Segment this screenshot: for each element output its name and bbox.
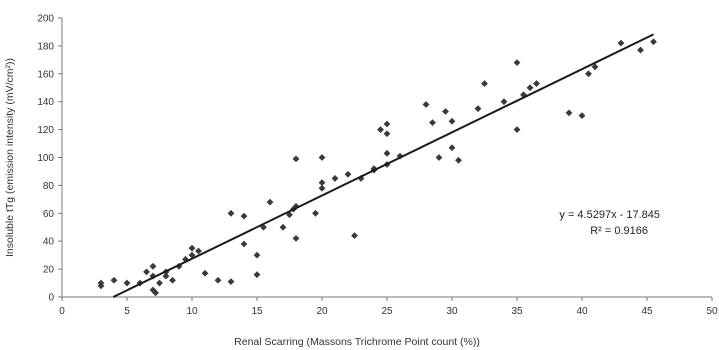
y-tick-label: 80 — [43, 181, 55, 192]
data-point — [175, 262, 183, 270]
y-tick-label: 200 — [37, 14, 54, 25]
x-tick-label: 50 — [706, 306, 718, 317]
y-tick-label: 180 — [37, 41, 54, 52]
data-point — [162, 272, 170, 280]
data-points — [97, 38, 657, 297]
data-point — [500, 98, 508, 106]
x-tick-label: 35 — [511, 306, 523, 317]
x-tick-label: 15 — [251, 306, 263, 317]
data-point — [253, 271, 261, 279]
data-point — [318, 179, 326, 187]
y-tick-label: 40 — [43, 237, 55, 248]
data-point — [650, 38, 657, 46]
data-point — [435, 154, 443, 161]
x-tick-label: 5 — [124, 306, 130, 317]
data-point — [533, 80, 540, 87]
data-point — [266, 198, 274, 206]
data-point — [292, 235, 300, 242]
x-tick-label: 45 — [641, 306, 653, 317]
data-point — [227, 278, 235, 286]
y-tick-label: 120 — [37, 125, 54, 136]
data-point — [201, 269, 209, 277]
data-point — [578, 112, 586, 120]
data-point — [513, 126, 521, 133]
trendline-equation: y = 4.5297x - 17.845 — [559, 209, 660, 221]
data-point — [637, 46, 644, 54]
data-point — [526, 84, 534, 92]
x-tick-label: 10 — [186, 306, 198, 317]
data-point — [292, 155, 300, 163]
data-point — [227, 209, 235, 217]
data-point — [455, 156, 462, 164]
data-point — [474, 105, 482, 113]
data-point — [422, 101, 430, 108]
data-point — [279, 223, 287, 231]
data-point — [377, 126, 384, 133]
data-point — [286, 211, 293, 219]
data-point — [110, 276, 118, 284]
data-point — [156, 279, 163, 287]
data-point — [520, 91, 527, 99]
data-point — [188, 244, 196, 252]
data-point — [97, 279, 105, 287]
y-tick-label: 0 — [48, 293, 54, 304]
data-point — [169, 276, 176, 284]
data-point — [396, 152, 404, 160]
data-point — [214, 276, 222, 284]
data-point — [591, 63, 599, 71]
y-tick-label: 20 — [43, 265, 55, 276]
data-point — [149, 262, 157, 270]
data-point — [617, 39, 625, 47]
data-point — [448, 117, 456, 125]
data-point — [260, 223, 267, 231]
data-point — [195, 247, 202, 255]
data-point — [357, 175, 365, 182]
data-point — [240, 240, 248, 248]
data-point — [429, 119, 436, 127]
data-point — [383, 130, 391, 138]
y-tick-label: 160 — [37, 69, 54, 80]
data-point — [143, 268, 150, 276]
r-squared-label: R² = 0.9166 — [590, 225, 648, 237]
data-point — [292, 202, 300, 210]
data-point — [123, 279, 131, 287]
data-point — [383, 120, 391, 128]
x-tick-label: 40 — [576, 306, 588, 317]
trendline — [112, 33, 654, 298]
data-point — [318, 154, 326, 161]
x-tick-label: 20 — [316, 306, 328, 317]
data-point — [351, 232, 358, 240]
data-point — [481, 80, 488, 87]
data-point — [318, 184, 326, 192]
data-point — [240, 212, 248, 220]
y-tick-label: 100 — [37, 153, 54, 164]
x-axis-label: Renal Scarring (Massons Trichrome Point … — [234, 336, 480, 348]
data-point — [448, 144, 456, 152]
data-point — [383, 149, 391, 157]
data-point — [565, 109, 573, 117]
x-tick-label: 25 — [381, 306, 393, 317]
y-tick-label: 60 — [43, 209, 55, 220]
x-tick-label: 30 — [446, 306, 458, 317]
x-axis-ticks: 0 5 10 15 20 25 30 35 40 45 50 — [59, 297, 718, 317]
data-point — [370, 165, 378, 173]
y-tick-label: 140 — [37, 97, 54, 108]
y-axis-ticks: 0 20 40 60 80 100 120 140 160 180 200 — [37, 14, 62, 304]
data-point — [312, 209, 319, 217]
x-tick-label: 0 — [59, 306, 65, 317]
y-axis-label: Insoluble tTg (emission intensity (mV/cm… — [4, 58, 16, 257]
data-point — [442, 108, 449, 115]
data-point — [344, 170, 352, 178]
data-point — [152, 289, 159, 297]
data-point — [585, 70, 592, 78]
data-point — [331, 175, 339, 182]
data-point — [513, 59, 521, 67]
data-point — [253, 251, 261, 259]
